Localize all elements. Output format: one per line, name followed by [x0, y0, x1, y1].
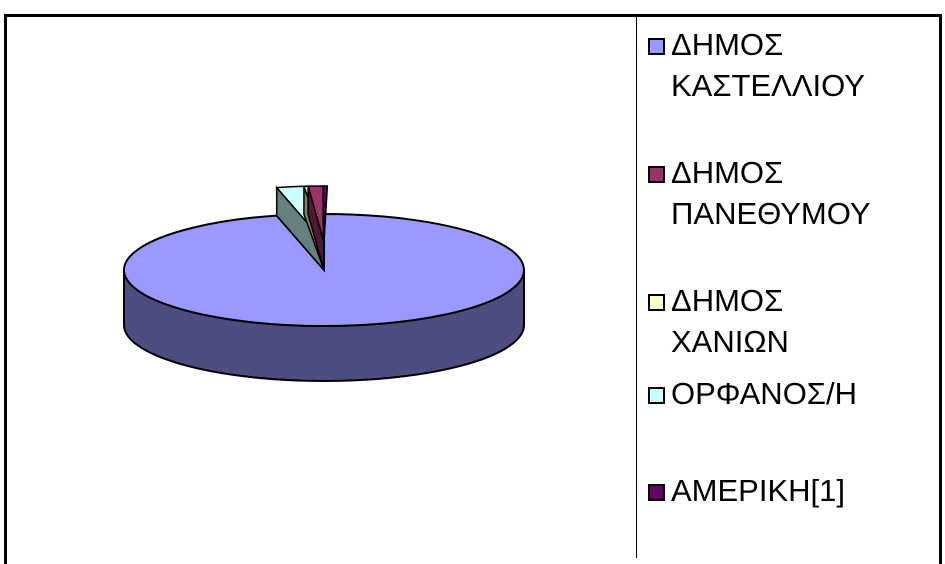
- legend-divider: [636, 17, 637, 558]
- legend-label-kastelliou: ΔΗΜΟΣ ΚΑΣΤΕΛΛΙΟΥ: [671, 27, 865, 103]
- legend-item-panethymou: ΔΗΜΟΣ ΠΑΝΕΘΥΜΟΥ: [648, 152, 871, 234]
- legend-item-ameriki: ΑΜΕΡΙΚΗ[1]: [648, 470, 845, 511]
- legend-swatch-ameriki: [648, 484, 665, 501]
- legend-swatch-panethymou: [648, 166, 665, 183]
- legend-label-ameriki: ΑΜΕΡΙΚΗ[1]: [671, 473, 845, 508]
- pie-chart: [123, 185, 525, 382]
- legend-item-chanion: ΔΗΜΟΣ ΧΑΝΙΩΝ: [648, 280, 789, 362]
- legend-label-orfanos: ΟΡΦΑΝΟΣ/Η: [671, 376, 857, 411]
- legend-swatch-chanion: [648, 294, 665, 311]
- legend-swatch-kastelliou: [648, 38, 665, 55]
- legend-item-orfanos: ΟΡΦΑΝΟΣ/Η: [648, 373, 857, 414]
- legend-label-panethymou: ΔΗΜΟΣ ΠΑΝΕΘΥΜΟΥ: [671, 155, 871, 231]
- legend-item-kastelliou: ΔΗΜΟΣ ΚΑΣΤΕΛΛΙΟΥ: [648, 24, 865, 106]
- legend-swatch-orfanos: [648, 387, 665, 404]
- legend-label-chanion: ΔΗΜΟΣ ΧΑΝΙΩΝ: [671, 283, 789, 359]
- pie-slice-ameriki: [322, 185, 329, 243]
